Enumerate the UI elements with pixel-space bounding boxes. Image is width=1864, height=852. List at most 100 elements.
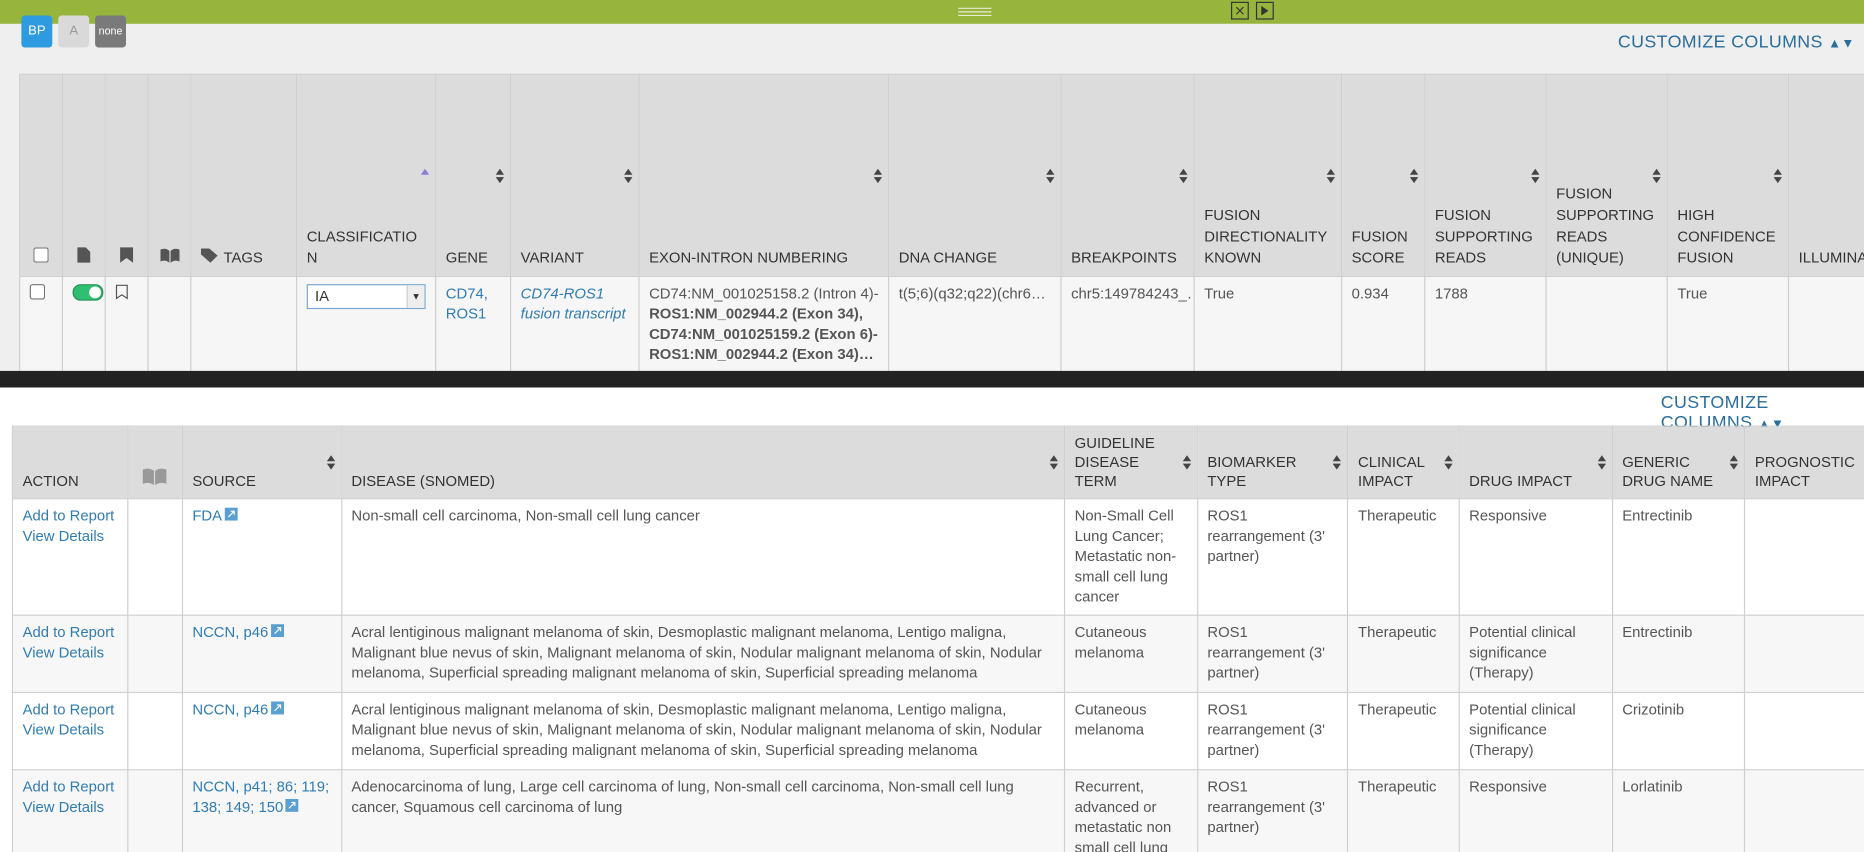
guideline-term: Cutaneous melanoma xyxy=(1074,701,1147,739)
column-header[interactable]: GENE xyxy=(435,73,512,277)
button-none[interactable]: none xyxy=(95,15,127,48)
header-label: GUIDELINE DISEASE TERM xyxy=(1074,435,1155,490)
column-header[interactable]: FUSION SCORE xyxy=(1340,73,1426,277)
source-link[interactable]: FDA xyxy=(192,507,223,525)
action-link[interactable]: View Details xyxy=(22,644,105,661)
disease: Acral lentiginous malignant melanoma of … xyxy=(351,624,1042,682)
drug-impact-cell: Potential clinical significance (Therapy… xyxy=(1458,614,1613,694)
column-header[interactable]: FUSION SUPPORTING READS (UNIQUE) xyxy=(1545,73,1668,277)
variant-link[interactable]: CD74-ROS1 fusion transcript xyxy=(520,285,626,323)
header-label: FUSION SUPPORTING READS (UNIQUE) xyxy=(1556,185,1655,267)
biomarker-type-cell: ROS1 rearrangement (3' partner) xyxy=(1196,498,1349,616)
clinical-impact-cell: Therapeutic xyxy=(1347,498,1460,616)
drug-impact-cell: Potential clinical significance (Therapy… xyxy=(1458,691,1613,771)
button-a[interactable]: A xyxy=(58,15,90,48)
bookmark[interactable] xyxy=(115,284,128,300)
action-link[interactable]: Add to Report xyxy=(22,507,115,525)
high-confidence-fusion-cell: True xyxy=(1666,275,1790,371)
header-label: CLINICAL IMPACT xyxy=(1357,454,1425,490)
exon-line: CD74:NM_001025158.2 (Intron 4)- xyxy=(649,285,879,302)
header-label: EXON-INTRON NUMBERING xyxy=(649,249,849,267)
button-bp[interactable]: BP xyxy=(21,15,53,48)
icon-header[interactable] xyxy=(126,425,183,500)
action-cell: Add to Report View Details xyxy=(11,691,128,771)
guideline-term-cell: Cutaneous melanoma xyxy=(1063,614,1198,694)
icon-header[interactable] xyxy=(147,73,192,277)
column-header[interactable]: TAGS xyxy=(190,73,298,277)
column-header[interactable]: BIOMARKER TYPE xyxy=(1196,425,1349,500)
prognostic-impact-cell xyxy=(1744,498,1864,616)
column-header[interactable]: DRUG IMPACT xyxy=(1458,425,1613,500)
biomarker-type: ROS1 rearrangement (3' partner) xyxy=(1207,778,1326,836)
action-link[interactable]: Add to Report xyxy=(22,624,115,641)
header-label: PROGNOSTIC IMPACT xyxy=(1754,454,1855,490)
generic-drug-name: Lorlatinib xyxy=(1622,778,1683,796)
icon-header[interactable] xyxy=(104,73,149,277)
column-header[interactable]: DISEASE (SNOMED) xyxy=(340,425,1066,500)
column-header[interactable]: PROGNOSTIC IMPACT xyxy=(1744,425,1864,500)
column-header[interactable]: CLINICAL IMPACT xyxy=(1347,425,1460,500)
action-link[interactable]: View Details xyxy=(22,798,105,816)
drug-impact: Responsive xyxy=(1469,507,1547,525)
title-bar xyxy=(0,0,1864,24)
source-link[interactable]: NCCN, p46 xyxy=(192,701,269,719)
source-link[interactable]: NCCN, p41; 86; 119; 138; 149; 150 xyxy=(192,778,330,816)
action-link[interactable]: View Details xyxy=(22,527,105,545)
action-link[interactable]: View Details xyxy=(22,721,105,739)
drug-impact: Potential clinical significance (Therapy… xyxy=(1469,624,1576,682)
biomarker-type: ROS1 rearrangement (3' partner) xyxy=(1207,701,1326,759)
column-header[interactable]: GUIDELINE DISEASE TERM xyxy=(1063,425,1198,500)
guideline-term-cell: Recurrent, advanced or metastatic non sm… xyxy=(1063,769,1198,852)
column-header[interactable]: FUSION SUPPORTING READS xyxy=(1424,73,1547,277)
column-header[interactable]: VARIANT xyxy=(509,73,640,277)
clinical-impact-cell: Therapeutic xyxy=(1347,769,1460,852)
column-header[interactable]: HIGH CONFIDENCE FUSION xyxy=(1666,73,1790,277)
tags-cell xyxy=(190,275,298,371)
toggle[interactable] xyxy=(72,284,104,301)
variant-table: TAGS CLASSIFICATION GENE VARIANT EXON-INTRON… xyxy=(19,73,1864,371)
row-checkbox[interactable] xyxy=(29,284,46,300)
source-link[interactable]: NCCN, p46 xyxy=(192,624,269,641)
header-label: ACTION xyxy=(22,473,79,490)
column-header[interactable]: ACTION xyxy=(11,425,128,500)
fusion-directionality-known: True xyxy=(1204,285,1235,302)
source-cell: NCCN, p46 xyxy=(181,614,342,694)
customize-columns[interactable]: CUSTOMIZE COLUMNS ▲▼ xyxy=(1617,32,1855,53)
fusion-supporting-reads-cell: 1788 xyxy=(1424,275,1547,371)
action-link[interactable]: Add to Report xyxy=(22,701,115,719)
column-header[interactable]: DNA CHANGE xyxy=(888,73,1062,277)
header-label: GENE xyxy=(445,249,488,267)
customize-label[interactable]: CUSTOMIZE COLUMNS xyxy=(1617,32,1823,53)
gene-link[interactable]: CD74, ROS1 xyxy=(445,285,488,323)
icon-header[interactable] xyxy=(19,73,64,277)
column-header[interactable]: BREAKPOINTS xyxy=(1060,73,1195,277)
classification-select[interactable]: IA ▼ xyxy=(306,284,426,310)
disease-cell: Acral lentiginous malignant melanoma of … xyxy=(340,691,1066,771)
evidence-table: ACTION SOURCE DISEASE (SNOMED) GUIDELINE DI… xyxy=(11,425,1864,852)
column-header[interactable]: SOURCE xyxy=(181,425,342,500)
exon-line: CD74:NM_001025159.2 (Exon 6)- xyxy=(649,325,878,343)
disease-cell: Non-small cell carcinoma, Non-small cell… xyxy=(340,498,1066,616)
action-link[interactable]: Add to Report xyxy=(22,778,115,796)
column-header[interactable]: GENERIC DRUG NAME xyxy=(1611,425,1746,500)
icon-header[interactable] xyxy=(61,73,106,277)
breakpoints: chr5:149784243_… xyxy=(1071,285,1195,302)
guideline-term: Recurrent, advanced or metastatic non sm… xyxy=(1074,778,1172,852)
exon-cell: CD74:NM_001025158.2 (Intron 4)- ROS1:NM_0… xyxy=(638,275,890,371)
header-label: DISEASE (SNOMED) xyxy=(351,473,496,490)
generic-drug-name: Entrectinib xyxy=(1622,507,1693,525)
disease: Adenocarcinoma of lung, Large cell carci… xyxy=(351,778,1014,816)
biomarker-type: ROS1 rearrangement (3' partner) xyxy=(1207,624,1326,682)
header-label: DNA CHANGE xyxy=(898,249,997,267)
column-header[interactable]: CLASSIFICATION xyxy=(296,73,437,277)
drug-impact: Responsive xyxy=(1469,778,1547,796)
variant-panel: BP A none CUSTOMIZE COLUMNS ▲▼ TAGS CLASS… xyxy=(0,0,1864,371)
disease: Non-small cell carcinoma, Non-small cell… xyxy=(351,507,700,525)
fusion-score-cell: 0.934 xyxy=(1340,275,1426,371)
column-header[interactable]: EXON-INTRON NUMBERING xyxy=(638,73,890,277)
column-header[interactable]: FUSION DIRECTIONALITY KNOWN xyxy=(1193,73,1343,277)
biomarker-type-cell: ROS1 rearrangement (3' partner) xyxy=(1196,614,1349,694)
column-header[interactable]: ILLUMINA FILTER xyxy=(1787,73,1864,277)
